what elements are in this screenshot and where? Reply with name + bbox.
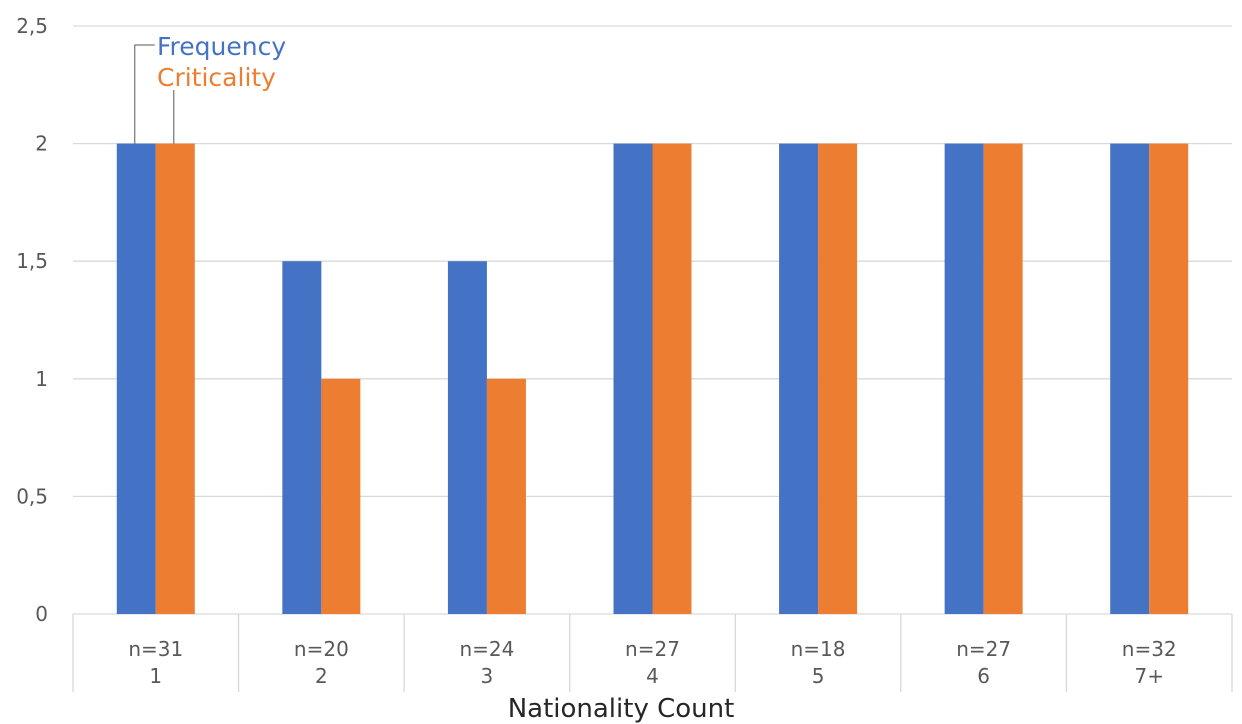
y-tick-label: 1,5 <box>16 249 48 273</box>
category-label: 2 <box>315 664 328 688</box>
bar-criticality <box>818 143 858 614</box>
y-tick-label: 2,5 <box>16 14 48 38</box>
category-n-label: n=31 <box>128 637 183 661</box>
bar-criticality <box>983 143 1023 614</box>
legend-label-criticality: Criticality <box>157 63 276 92</box>
bar-criticality <box>155 143 195 614</box>
bar-frequency <box>1110 143 1150 614</box>
bar-frequency <box>282 261 322 614</box>
category-n-label: n=24 <box>459 637 514 661</box>
bar-criticality <box>652 143 692 614</box>
x-axis-categories: n=31 1 n=20 2 n=24 3 n=27 4 n=18 5 n=27 6 n=32 7+ <box>72 614 1233 692</box>
category-label: 6 <box>977 664 990 688</box>
category-label: 7+ <box>1134 664 1163 688</box>
category-n-label: n=27 <box>625 637 680 661</box>
legend-label-frequency: Frequency <box>157 32 286 61</box>
y-tick-label: 1 <box>35 367 48 391</box>
bars <box>116 143 1189 614</box>
bar-criticality <box>1149 143 1189 614</box>
bar-criticality <box>486 378 526 614</box>
bar-frequency <box>116 143 156 614</box>
bar-frequency <box>447 261 487 614</box>
category-n-label: n=27 <box>956 637 1011 661</box>
category-label: 4 <box>646 664 659 688</box>
bar-frequency <box>613 143 653 614</box>
bar-frequency <box>779 143 819 614</box>
category-n-label: n=20 <box>294 637 349 661</box>
y-tick-label: 2 <box>35 132 48 156</box>
category-label: 5 <box>812 664 825 688</box>
y-axis-ticks: 0 0,5 1 1,5 2 2,5 <box>16 14 48 626</box>
category-n-label: n=32 <box>1122 637 1177 661</box>
category-label: 3 <box>481 664 494 688</box>
legend-leader-line <box>134 44 155 144</box>
bar-frequency <box>944 143 984 614</box>
x-axis-title: Nationality Count <box>508 694 735 724</box>
category-n-label: n=18 <box>791 637 846 661</box>
y-tick-label: 0,5 <box>16 484 48 508</box>
y-tick-label: 0 <box>35 602 48 626</box>
bar-criticality <box>321 378 361 614</box>
category-label: 1 <box>149 664 162 688</box>
